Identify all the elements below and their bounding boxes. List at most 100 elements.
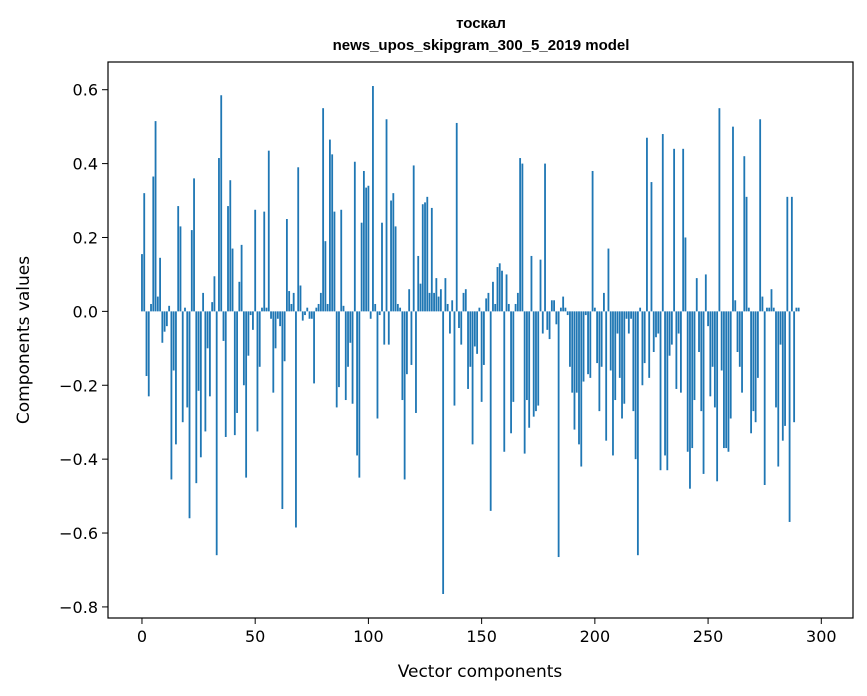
bar (646, 137, 648, 312)
bar (281, 311, 284, 510)
bar (618, 311, 621, 378)
bar (455, 122, 458, 312)
bar (360, 222, 363, 312)
bar (711, 311, 714, 367)
bar (444, 278, 447, 312)
bar (310, 311, 313, 319)
bar (752, 311, 755, 412)
bar (532, 311, 535, 417)
y-tick-label: 0.4 (73, 155, 98, 174)
bar (526, 311, 528, 401)
bar (222, 311, 225, 341)
bar (338, 311, 340, 388)
bar (528, 311, 531, 428)
bar (342, 305, 345, 312)
y-tick-label: −0.8 (59, 598, 98, 617)
bar (636, 311, 639, 556)
bar (686, 311, 689, 452)
y-tick-label: −0.4 (59, 450, 98, 469)
bar (505, 274, 508, 312)
bar (494, 303, 497, 312)
bar (159, 257, 161, 312)
bar (464, 289, 467, 312)
bar (358, 311, 361, 478)
chart-title: тоскал (456, 15, 506, 32)
x-tick-label: 100 (353, 627, 384, 646)
bar (779, 311, 782, 345)
x-tick-label: 150 (466, 627, 497, 646)
bar (707, 311, 709, 327)
bar (181, 311, 184, 423)
bar (673, 148, 676, 312)
bar (510, 311, 512, 434)
bar (156, 296, 159, 312)
bar (396, 303, 399, 312)
bar (383, 311, 386, 345)
bar (793, 311, 796, 423)
bar (306, 307, 309, 312)
bar (308, 311, 311, 319)
bar (480, 311, 483, 402)
bar (723, 311, 725, 449)
bar (394, 226, 397, 312)
bar (559, 307, 562, 312)
bar (344, 311, 347, 401)
bar (261, 307, 263, 312)
bar (274, 311, 277, 349)
bar (718, 108, 721, 312)
bar (304, 311, 306, 316)
bar (593, 307, 596, 312)
bar (175, 311, 177, 445)
bar (433, 292, 435, 312)
bar (150, 303, 152, 312)
bar (458, 311, 460, 328)
bar (335, 311, 338, 408)
bar (754, 311, 757, 423)
bar (426, 196, 429, 312)
bar (675, 311, 678, 389)
bar (584, 311, 587, 316)
bar (367, 185, 370, 312)
bar (240, 244, 243, 312)
bar (580, 311, 583, 467)
bar (582, 311, 585, 382)
bar (768, 307, 771, 312)
bar (446, 303, 449, 312)
bar (734, 300, 737, 312)
bar (521, 163, 524, 312)
bar (492, 281, 494, 312)
bar (566, 311, 569, 316)
bar (288, 291, 291, 312)
bar (172, 311, 175, 371)
bar (698, 311, 700, 353)
bar (679, 311, 682, 393)
bar (385, 119, 388, 312)
bar (670, 311, 673, 345)
bar (535, 311, 537, 412)
bar (747, 307, 750, 312)
bar (374, 303, 377, 312)
bar (143, 193, 146, 312)
bar (598, 311, 601, 412)
y-tick-label: 0.2 (73, 228, 98, 247)
bar (242, 311, 245, 386)
bar (430, 207, 433, 312)
bar (501, 270, 503, 312)
bar (208, 311, 211, 397)
bar (781, 311, 784, 441)
bar (279, 311, 282, 327)
bar (544, 163, 546, 312)
bar (215, 311, 218, 556)
bar (141, 254, 143, 312)
bar (473, 311, 476, 347)
bar (761, 296, 764, 312)
bar (550, 300, 553, 312)
bar (589, 311, 592, 378)
bar (786, 196, 789, 312)
bar (573, 311, 576, 430)
bar (684, 237, 687, 312)
chart-subtitle: news_upos_skipgram_300_5_2019 model (333, 37, 630, 54)
bar (421, 204, 424, 312)
bar (661, 134, 664, 312)
bar (623, 311, 626, 404)
